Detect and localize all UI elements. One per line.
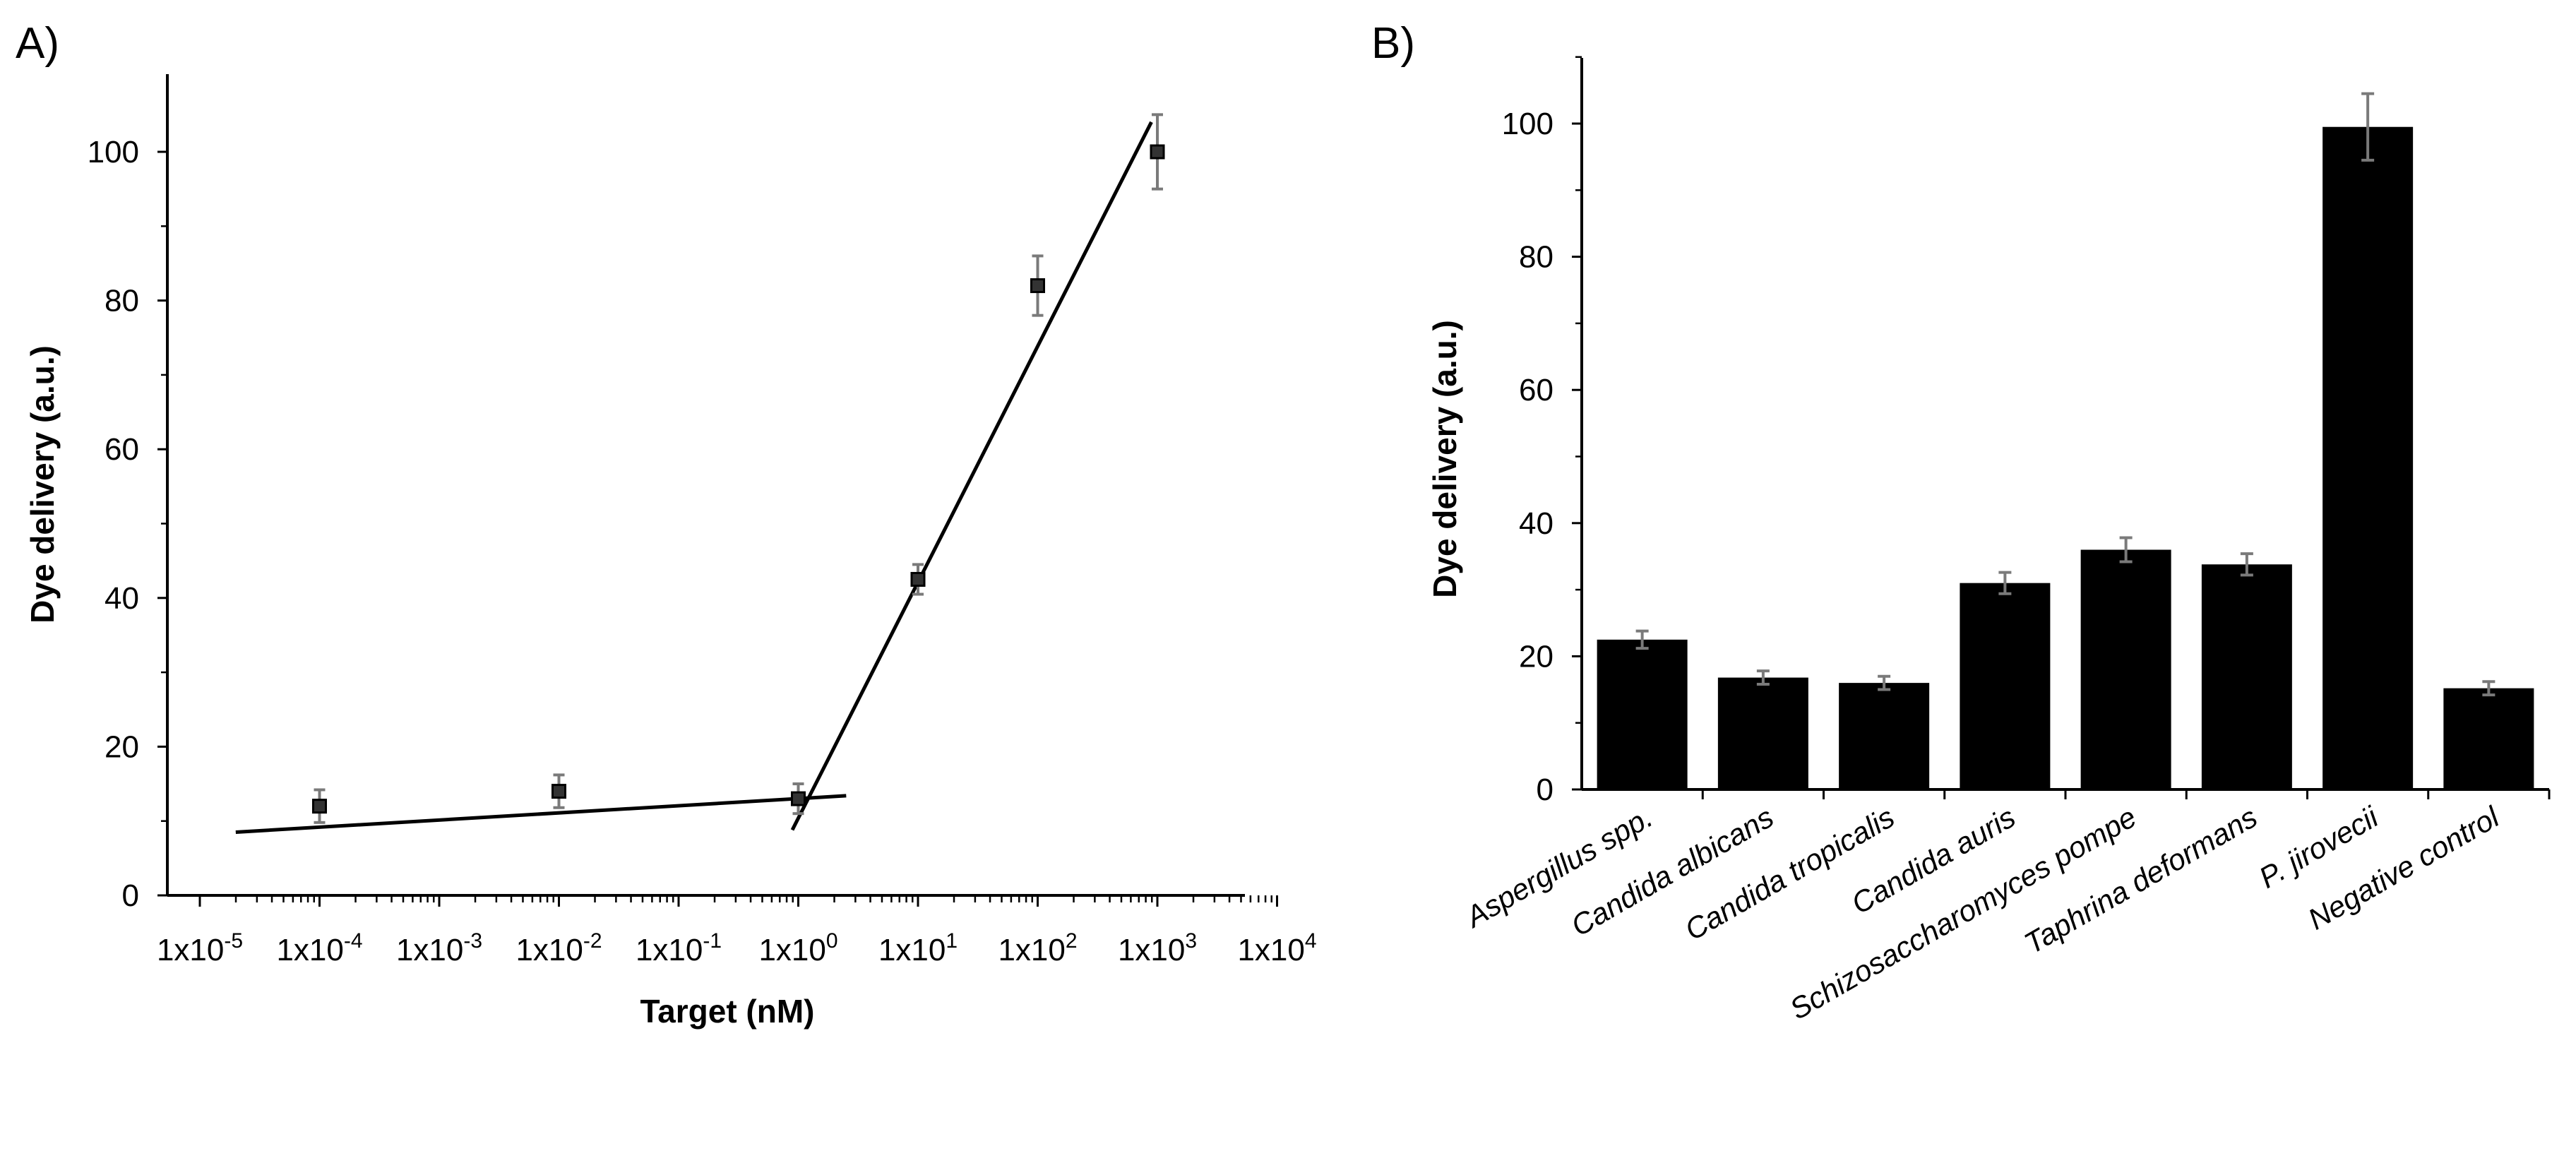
panel-b-bar [2322, 126, 2414, 790]
panel-b-y-tick-label: 80 [1519, 240, 1554, 275]
panel-a-x-tick-label: 1x103 [1118, 929, 1197, 967]
panel-a-x-tick-label: 1x10-3 [396, 929, 482, 967]
panel-b-bar-chart: B) 0 20 40 60 80 100 Aspergillus spp.Candida … [1371, 19, 2551, 1026]
panel-a-y-axis-title: Dye delivery (a.u.) [24, 345, 61, 624]
panel-a-data-point [791, 782, 806, 816]
panel-a-marker [1150, 144, 1165, 160]
panel-a-y-tick-label: 100 [88, 135, 139, 169]
panel-a-x-tick-label: 1x102 [998, 929, 1077, 967]
panel-a-y-tick-label: 20 [105, 729, 139, 764]
panel-a-fit-lines [235, 121, 1153, 834]
panel-b-y-tick-label: 100 [1502, 107, 1554, 141]
panel-b-y-tick-label: 0 [1537, 773, 1554, 807]
panel-a-scatter-chart: A) 0 20 40 60 80 100 1x10-5 1x10-4 1x10-3 1x10-2… [16, 19, 1317, 1030]
panel-a-marker [312, 799, 327, 814]
panel-a-x-tick-label: 1x10-1 [636, 929, 722, 967]
panel-a-x-tick-label: 1x104 [1237, 929, 1316, 967]
panel-a-x-tick-label: 1x100 [758, 929, 837, 967]
panel-a-points [312, 113, 1165, 824]
panel-b-y-tick-label: 20 [1519, 639, 1554, 674]
panel-a-marker [791, 791, 806, 806]
panel-b-bar-group [2322, 92, 2430, 799]
panel-b-y-tick-label: 40 [1519, 506, 1554, 541]
panel-b-bar [1960, 583, 2051, 789]
panel-a-data-point [1150, 113, 1165, 191]
panel-a-marker [551, 784, 566, 799]
panel-a-y-tick-label: 40 [105, 581, 139, 616]
panel-b-bar [1597, 639, 1688, 789]
panel-a-data-point [910, 563, 926, 596]
panel-a-y-tick-label: 80 [105, 284, 139, 318]
panel-b-category-labels: Aspergillus spp.Candida albicansCandida … [1458, 799, 2505, 1025]
panel-a-x-tick-label: 1x10-2 [515, 929, 602, 967]
panel-b-category-label: Candida tropicalis [1679, 800, 1900, 947]
panel-a-marker [910, 571, 926, 587]
panel-b-bar [1717, 677, 1808, 789]
panel-a-data-point [551, 773, 566, 809]
panel-b-bar-group [2201, 552, 2308, 799]
panel-b-bars [1597, 92, 2551, 799]
panel-a-x-tick-label: 1x10-4 [276, 929, 362, 967]
panel-a-x-tick-label: 1x10-5 [157, 929, 243, 967]
panel-b-bar [1839, 683, 1930, 789]
panel-b-bar-group [2443, 680, 2551, 799]
panel-a-y-tick-label: 0 [122, 878, 139, 913]
panel-b-bar-group [1717, 669, 1825, 799]
panel-b-bar [2080, 549, 2171, 789]
panel-b-category-label: Taphrina deformans [2019, 800, 2263, 960]
panel-b-category-label: Candida albicans [1566, 800, 1779, 943]
panel-a-data-point [312, 788, 327, 824]
panel-b-label: B) [1371, 19, 1415, 68]
panel-a-marker [1030, 278, 1045, 294]
panel-a-data-point [1030, 254, 1045, 317]
panel-a-y-ticks: 0 20 40 60 80 100 [88, 135, 167, 913]
panel-a-x-ticks: 1x10-5 1x10-4 1x10-3 1x10-2 1x10-1 1x100 1x101… [157, 895, 1317, 967]
panel-a-y-tick-label: 60 [105, 432, 139, 467]
panel-b-bar [2443, 688, 2534, 789]
panel-b-bar-group [1597, 629, 1704, 799]
panel-a-x-axis-title: Target (nM) [640, 993, 814, 1030]
panel-a-fit-line [790, 121, 1153, 831]
panel-b-bar-group [2080, 536, 2188, 799]
panel-a-x-tick-label: 1x101 [878, 929, 958, 967]
panel-b-bar [2201, 564, 2292, 789]
panel-b-y-tick-label: 60 [1519, 373, 1554, 407]
panel-b-y-axis-title: Dye delivery (a.u.) [1426, 320, 1463, 598]
panel-a-label: A) [16, 19, 59, 68]
panel-a-fit-line [235, 794, 847, 834]
panel-b-y-ticks: 0 20 40 60 80 100 [1502, 56, 1582, 807]
panel-b-bar-group [1839, 674, 1946, 799]
panel-b-bar-group [1960, 571, 2067, 799]
